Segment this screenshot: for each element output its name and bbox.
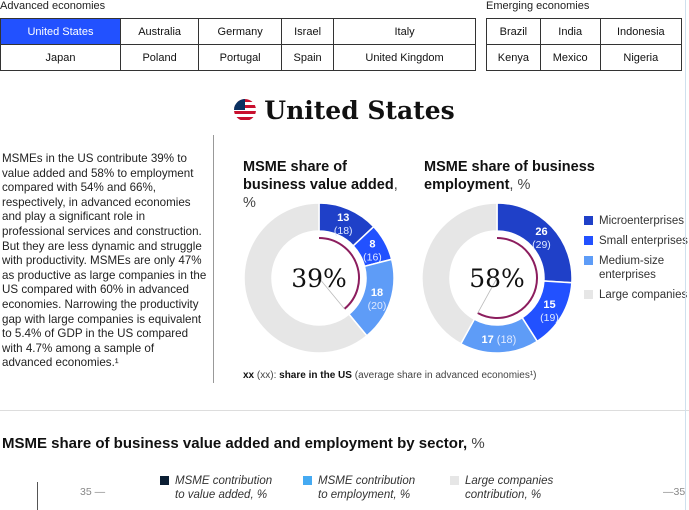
- country-kenya[interactable]: Kenya: [486, 44, 541, 71]
- legend-swatch: [584, 290, 593, 299]
- segment-value-label: 17 (18): [481, 334, 516, 346]
- legend-label: Large companies: [599, 289, 688, 301]
- segment-avg-label: (16): [363, 252, 382, 264]
- legend-label: MSME contribution to employment, %: [318, 475, 416, 501]
- country-united-kingdom[interactable]: United Kingdom: [333, 44, 476, 71]
- legend-swatch: [303, 476, 312, 485]
- country-brazil[interactable]: Brazil: [486, 18, 541, 45]
- legend-swatch: [584, 256, 593, 265]
- country-portugal[interactable]: Portugal: [198, 44, 283, 71]
- emerging-economies-table: Brazil India Indonesia Kenya Mexico Nigeria: [486, 18, 683, 71]
- legend-label: Medium-size enterprises: [599, 255, 665, 281]
- segment-value-label: 15: [543, 299, 555, 311]
- segment-value-label: 13: [337, 212, 349, 224]
- scrollbar-edge[interactable]: [685, 0, 686, 510]
- country-australia[interactable]: Australia: [119, 18, 200, 45]
- footnote: xx (xx): share in the US (average share …: [243, 370, 537, 381]
- tick-left: 35 —: [80, 486, 106, 498]
- country-spain[interactable]: Spain: [281, 44, 335, 71]
- sector-unit: %: [471, 435, 485, 452]
- segment-value-label: 8: [369, 239, 375, 251]
- segment-avg-label: (18): [334, 225, 353, 237]
- section-divider: [0, 410, 689, 411]
- tick-right: —35: [663, 486, 686, 498]
- country-poland[interactable]: Poland: [119, 44, 200, 71]
- unit: , %: [243, 177, 398, 211]
- legend-label: MSME contribution to value added, %: [175, 475, 273, 501]
- legend-label: Large companies contribution, %: [465, 475, 554, 501]
- segment-value-label: 26: [535, 226, 547, 238]
- chart-title-value-added: MSME share of business value added, %: [243, 158, 413, 212]
- legend-swatch: [450, 476, 459, 485]
- us-flag-icon: [234, 99, 257, 121]
- segment-avg-label: (19): [540, 312, 559, 324]
- legend-swatch: [584, 216, 593, 225]
- legend-item: Large companies: [584, 288, 689, 302]
- donut-segment-1-3: [421, 202, 498, 345]
- legend-item: Medium-size enterprises: [584, 254, 689, 282]
- country-mexico[interactable]: Mexico: [539, 44, 601, 71]
- msme-share-arc: [318, 237, 360, 310]
- donut-segment-0-3: [243, 202, 368, 354]
- sector-title-text: MSME share of business value added and e…: [2, 435, 468, 452]
- title-text: MSME share of business value added: [243, 159, 394, 193]
- y-axis: [37, 482, 38, 510]
- msme-share-arc: [477, 237, 538, 319]
- advanced-economies-label: Advanced economies: [0, 0, 106, 12]
- country-india[interactable]: India: [539, 18, 601, 45]
- center-percentage: 58%: [469, 264, 525, 293]
- segment-avg-label: (20): [368, 300, 387, 312]
- donut-legend: Microenterprises Small enterprises Medium-…: [584, 214, 689, 308]
- country-name: United States: [264, 96, 455, 125]
- legend-swatch: [584, 236, 593, 245]
- fn-bold: share in the US: [279, 370, 352, 381]
- legend-label: Microenterprises: [599, 215, 684, 227]
- unit: , %: [509, 177, 531, 193]
- legend-item: Microenterprises: [584, 214, 689, 228]
- legend-item: Small enterprises: [584, 234, 689, 248]
- sector-legend-item: MSME contribution to employment, %: [303, 474, 423, 502]
- country-indonesia[interactable]: Indonesia: [599, 18, 683, 45]
- fn-key: xx: [243, 370, 255, 381]
- arc-pointer-line: [477, 277, 498, 314]
- summary-paragraph: MSMEs in the US contribute 39% to value …: [2, 152, 207, 370]
- emerging-economies-label: Emerging economies: [486, 0, 590, 12]
- country-nigeria[interactable]: Nigeria: [599, 44, 683, 71]
- fn-rest: (average share in advanced economies¹): [354, 370, 537, 381]
- legend-swatch: [160, 476, 169, 485]
- sector-title: MSME share of business value added and e…: [2, 435, 485, 452]
- divider: [213, 135, 214, 383]
- arc-pointer-line: [318, 277, 345, 310]
- country-japan[interactable]: Japan: [0, 44, 121, 71]
- fn-key2: (xx):: [256, 370, 277, 381]
- sector-legend-item: MSME contribution to value added, %: [160, 474, 280, 502]
- country-israel[interactable]: Israel: [281, 18, 335, 45]
- segment-value-label: 18: [371, 287, 383, 299]
- chart-title-employment: MSME share of business employment, %: [424, 158, 604, 194]
- segment-avg-label: (29): [532, 239, 551, 251]
- title-text: MSME share of business employment: [424, 159, 595, 193]
- center-percentage: 39%: [291, 264, 347, 293]
- advanced-economies-table: United States Australia Germany Israel Italy…: [0, 18, 476, 71]
- sector-legend-item: Large companies contribution, %: [450, 474, 560, 502]
- country-title: United States: [0, 96, 689, 125]
- legend-label: Small enterprises: [599, 235, 688, 247]
